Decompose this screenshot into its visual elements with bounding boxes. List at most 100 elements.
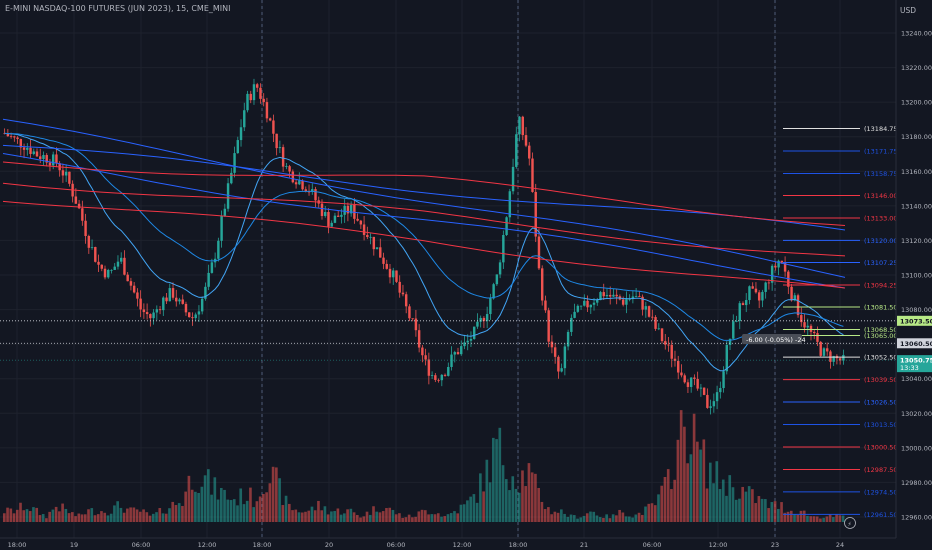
volume-bar [268, 483, 272, 522]
volume-bar [802, 510, 806, 522]
short-ma-line [4, 132, 844, 372]
volume-bar [637, 512, 641, 522]
volume-bar [164, 513, 168, 522]
price-level-label: (13184.75) [864, 125, 900, 133]
volume-bar [275, 467, 278, 522]
price-level-label: (12974.50) [864, 488, 900, 496]
candle-body [340, 214, 343, 217]
candle-body [553, 347, 557, 357]
volume-bar [644, 506, 647, 522]
axis-price-tag-label: 13060.50 [900, 340, 932, 348]
candle-body [476, 321, 479, 327]
volume-bar [592, 511, 596, 522]
candle-body [528, 145, 531, 159]
y-tick-label: 13100.00 [901, 272, 932, 280]
candle-body [356, 218, 359, 221]
candle-body [434, 375, 437, 380]
candle-body [243, 110, 246, 128]
volume-bar [407, 514, 411, 522]
volume-bar [832, 517, 835, 522]
volume-bar [168, 508, 171, 522]
price-level-label: (13026.50) [864, 399, 900, 407]
x-tick-label: 18:00 [253, 541, 272, 549]
volume-bar [236, 505, 239, 522]
candle-body [579, 305, 583, 307]
axis-price-tag [897, 355, 932, 373]
candle-body [226, 183, 230, 209]
axis-price-tag-label: 13050.75 [900, 357, 932, 365]
candle-body [291, 171, 295, 183]
volume-bar [462, 504, 466, 522]
volume-bar [508, 490, 511, 522]
candle-body [142, 309, 146, 313]
candle-body [197, 311, 201, 315]
volume-bar [109, 513, 113, 522]
candle-body [725, 344, 729, 372]
volume-bar [751, 489, 754, 522]
candle-body [809, 325, 813, 332]
candle-body [6, 133, 10, 137]
candle-body [343, 205, 346, 215]
candle-body [469, 338, 473, 341]
replay-icon[interactable] [844, 517, 856, 529]
volume-bar [689, 454, 693, 522]
volume-bar [368, 514, 372, 522]
price-level-label: (13068.50) [864, 326, 900, 334]
volume-bar [424, 510, 427, 522]
volume-bar [563, 513, 566, 522]
candle-body [689, 377, 693, 387]
volume-bar [249, 487, 252, 522]
volume-bar [255, 501, 259, 522]
x-tick-label: 12:00 [709, 541, 728, 549]
candle-body [602, 292, 605, 297]
volume-bar [446, 514, 450, 522]
candle-body [463, 342, 466, 347]
candle-body [233, 153, 236, 173]
volume-bar [372, 506, 375, 522]
volume-bar [64, 508, 68, 522]
candle-body [51, 154, 55, 166]
candle-body [19, 139, 23, 148]
candle-body [42, 155, 45, 159]
candle-body [417, 330, 421, 348]
candle-body [398, 281, 401, 293]
candle-body [239, 127, 243, 141]
candle-body [819, 341, 822, 356]
candle-body [336, 215, 340, 217]
volume-bar [498, 427, 502, 522]
volume-bar [171, 501, 175, 522]
volume-bar [708, 462, 712, 522]
volume-bar [650, 503, 654, 522]
candle-body [68, 171, 71, 184]
volume-bar [336, 508, 340, 522]
candle-body [298, 180, 301, 185]
candle-body [220, 215, 223, 241]
volume-bar [741, 486, 745, 522]
volume-bar [103, 512, 107, 522]
x-tick-label: 19 [70, 541, 78, 549]
volume-bar [132, 507, 136, 522]
candle-body [55, 154, 58, 164]
volume-bar [443, 516, 447, 522]
volume-bar [602, 517, 605, 522]
volume-bar [721, 479, 725, 522]
price-level-label: (12987.50) [864, 466, 900, 474]
candle-body [472, 326, 476, 339]
ma-band-line [2, 182, 846, 257]
volume-bar [828, 514, 832, 522]
volume-bar [488, 482, 492, 522]
volume-bar [388, 507, 392, 522]
candle-body [822, 348, 826, 356]
volume-bar [343, 513, 346, 522]
volume-bar [815, 516, 819, 522]
volume-bar [151, 513, 155, 522]
candle-body [35, 151, 39, 157]
candle-body [64, 171, 68, 176]
candle-body [638, 296, 641, 297]
candle-body [369, 236, 372, 238]
candle-body [194, 314, 197, 319]
ma-band-line [2, 144, 846, 231]
candle-body [100, 264, 103, 269]
